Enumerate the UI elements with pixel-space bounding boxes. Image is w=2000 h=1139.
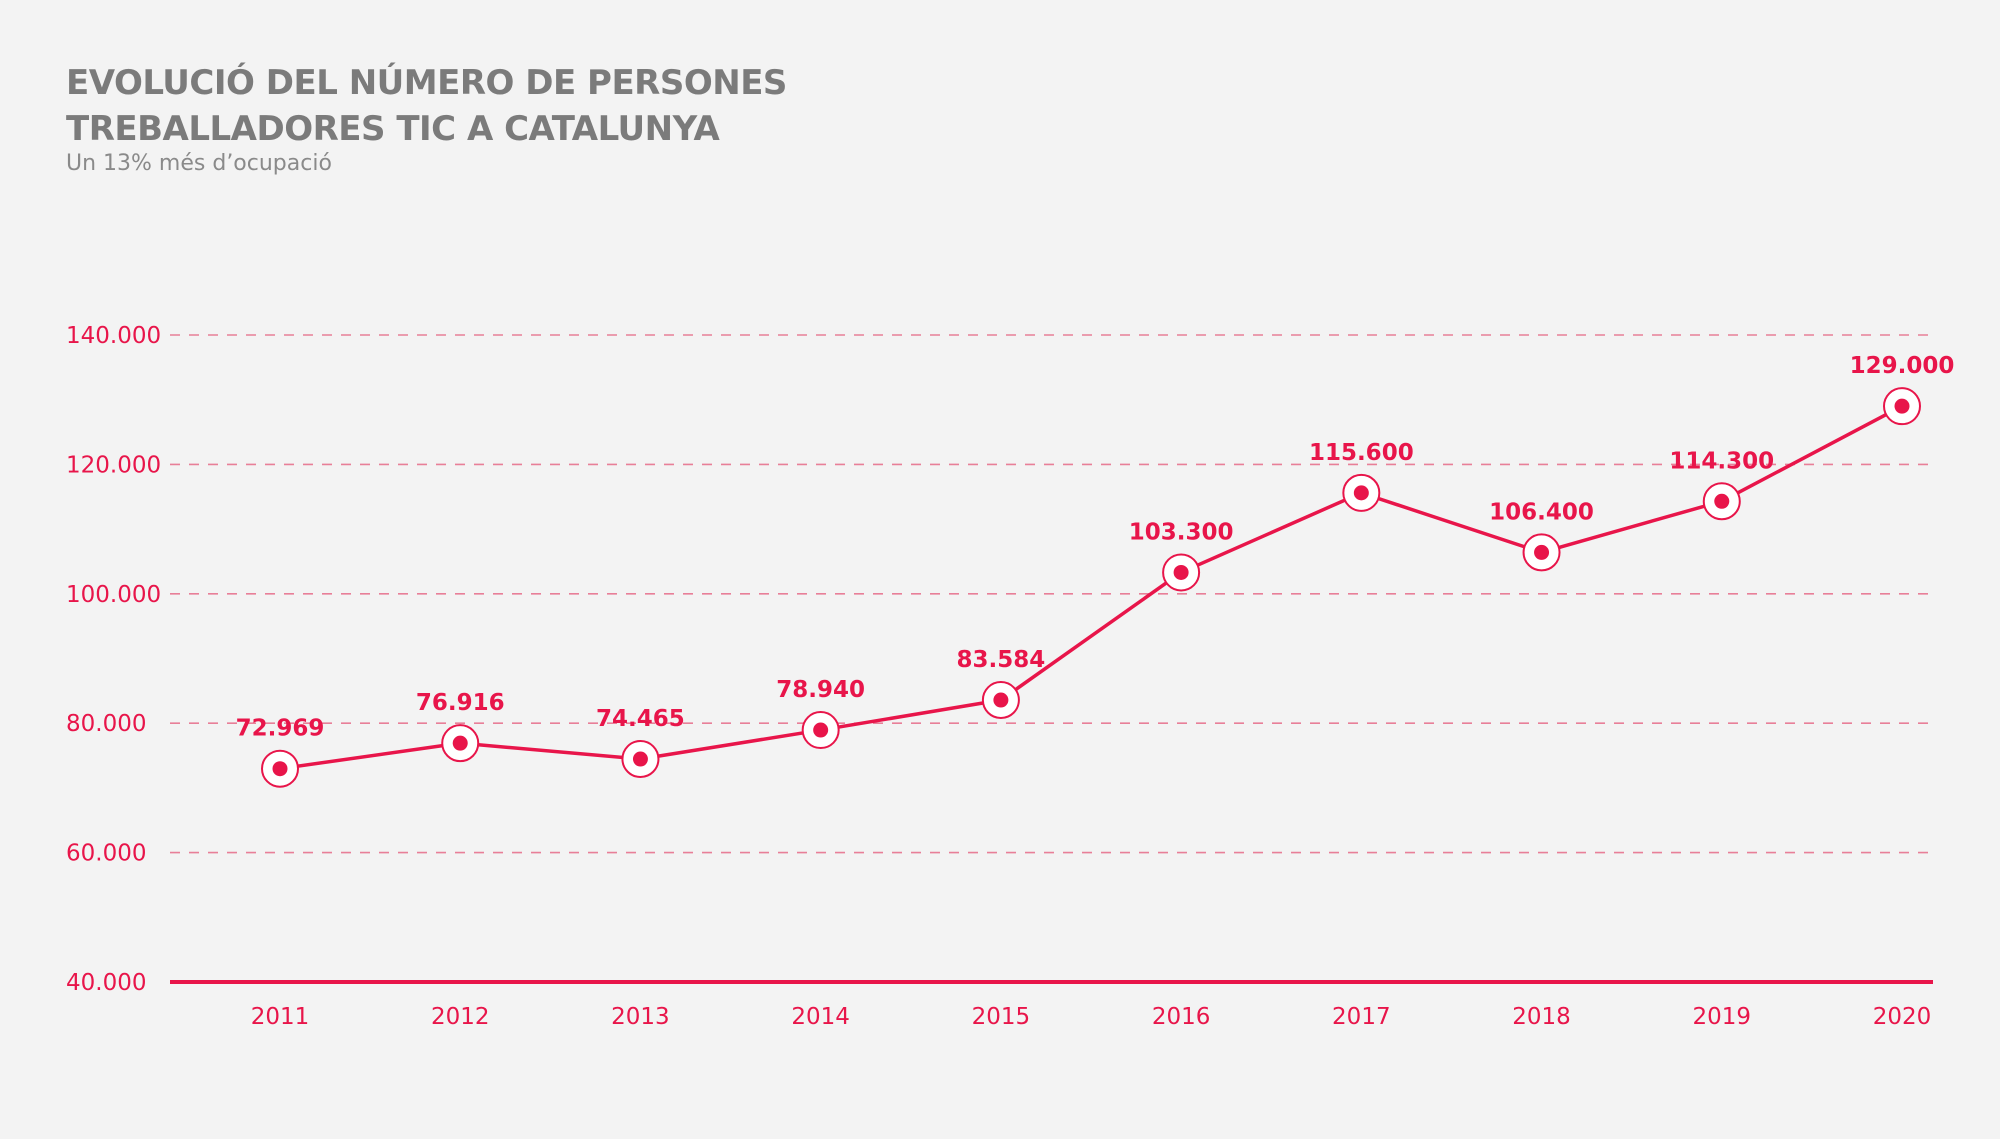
- x-tick-label: 2014: [791, 1004, 850, 1030]
- chart-title-line-2: TREBALLADORES TIC A CATALUNYA: [66, 109, 720, 149]
- y-tick-label: 60.000: [66, 841, 146, 867]
- data-label: 78.940: [776, 677, 865, 703]
- x-tick-label: 2015: [972, 1004, 1031, 1030]
- data-label: 83.584: [957, 647, 1046, 673]
- x-tick-label: 2016: [1152, 1004, 1211, 1030]
- data-label: 129.000: [1850, 353, 1955, 379]
- y-tick-label: 80.000: [66, 711, 146, 737]
- x-tick-label: 2019: [1693, 1004, 1752, 1030]
- chart-subtitle: Un 13% més d’ocupació: [66, 151, 332, 176]
- data-point: [272, 761, 288, 777]
- data-point: [993, 692, 1009, 708]
- data-point: [813, 722, 829, 738]
- y-tick-label: 40.000: [66, 970, 146, 996]
- data-label: 106.400: [1489, 499, 1594, 525]
- data-point: [452, 735, 468, 751]
- data-label: 74.465: [596, 706, 685, 732]
- data-label: 72.969: [236, 716, 325, 742]
- x-tick-label: 2012: [431, 1004, 490, 1030]
- x-tick-label: 2020: [1873, 1004, 1932, 1030]
- y-tick-label: 100.000: [66, 582, 161, 608]
- chart-title-line-1: EVOLUCIÓ DEL NÚMERO DE PERSONES: [66, 63, 787, 103]
- x-tick-label: 2011: [251, 1004, 310, 1030]
- series-line: [279, 404, 1903, 771]
- data-label: 115.600: [1309, 440, 1414, 466]
- data-point: [1173, 564, 1189, 580]
- x-tick-label: 2017: [1332, 1004, 1391, 1030]
- data-label: 103.300: [1129, 519, 1234, 545]
- data-label: 76.916: [416, 690, 505, 716]
- y-tick-label: 120.000: [66, 452, 161, 478]
- chart-title: EVOLUCIÓ DEL NÚMERO DE PERSONES TREBALLA…: [66, 60, 966, 152]
- data-label: 114.300: [1669, 448, 1774, 474]
- x-tick-label: 2018: [1512, 1004, 1571, 1030]
- x-tick-label: 2013: [611, 1004, 670, 1030]
- data-point: [1353, 485, 1369, 501]
- data-point: [632, 751, 648, 767]
- y-tick-label: 140.000: [66, 323, 161, 349]
- data-point: [1714, 493, 1730, 509]
- data-point: [1894, 398, 1910, 414]
- data-point: [1534, 544, 1550, 560]
